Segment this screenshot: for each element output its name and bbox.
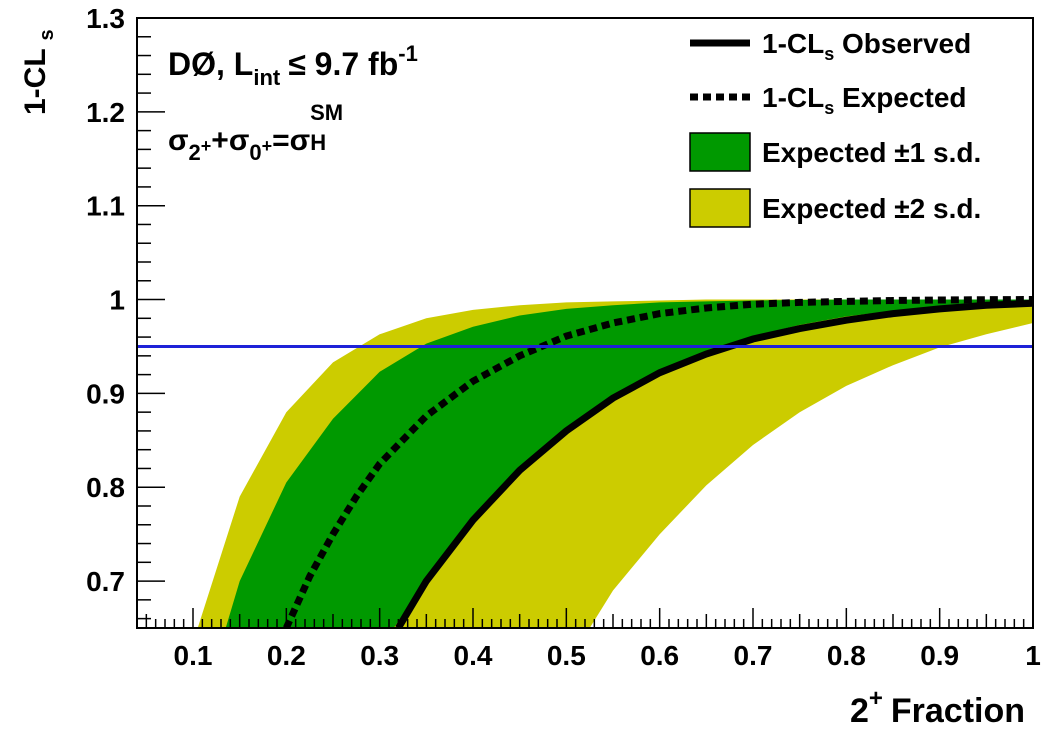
x-tick-label: 0.2 — [267, 640, 306, 671]
formula-part: H — [310, 130, 326, 155]
legend-label-part: s — [824, 44, 834, 64]
legend-label-part: s — [824, 98, 834, 118]
formula-part: 2 — [189, 140, 201, 165]
x-tick-label: 0.7 — [734, 640, 773, 671]
x-tick-label: 0.6 — [640, 640, 679, 671]
legend-label: Expected ±1 s.d. — [762, 137, 981, 168]
y-tick-label: 1 — [109, 285, 125, 316]
y-tick-label: 1.2 — [86, 97, 125, 128]
x-tick-label: 0.4 — [454, 640, 493, 671]
y-tick-label: 0.9 — [86, 378, 125, 409]
x-tick-label: 0.5 — [547, 640, 586, 671]
y-axis-label-subscript: s — [36, 29, 58, 40]
formula-part: σ — [168, 124, 189, 157]
x-tick-label: 0.1 — [174, 640, 213, 671]
y-axis-label-text: 1-CL — [19, 49, 52, 115]
y-axis-label: 1-CL s — [19, 29, 58, 115]
x-tick-label: 1 — [1025, 640, 1041, 671]
formula-part: + — [201, 136, 212, 156]
legend-label-part: Observed — [834, 28, 971, 59]
formula-part: σ — [229, 124, 250, 157]
expected-curve — [283, 296, 1033, 628]
y-tick-label: 0.8 — [86, 472, 125, 503]
formula-part: SM — [310, 100, 343, 125]
x-axis-label: 2+ Fraction — [850, 685, 1025, 730]
legend-label-part: 1-CL — [762, 28, 824, 59]
axis-ticks: 0.1 0.2 0.3 0.4 0.5 0.6 0.7 0.8 0.9 1 0.7 0.8 0.9 1 1.… — [86, 3, 1041, 671]
x-tick-label: 0.3 — [360, 640, 399, 671]
formula-part: + — [262, 136, 273, 156]
legend-swatch-band — [689, 132, 751, 172]
legend-label-part: 1-CL — [762, 82, 824, 113]
y-tick-label: 1.1 — [86, 191, 125, 222]
legend-label: 1-CLs Observed — [762, 28, 971, 64]
cross-section-formula: σ2++σ0+=σHSM — [168, 100, 343, 165]
band-1sd — [225, 299, 1033, 628]
observed-curve — [395, 299, 1033, 628]
legend-label: 1-CLs Expected — [762, 82, 967, 118]
formula-part: + — [211, 124, 229, 157]
legend-label-part: Expected — [834, 82, 966, 113]
curves — [283, 296, 1033, 628]
formula-part: = — [272, 124, 290, 157]
formula-part: σ — [290, 124, 311, 157]
y-tick-label: 0.7 — [86, 566, 125, 597]
experiment-label: DØ, Lint ≤ 9.7 fb-1 — [168, 41, 418, 90]
legend-label: Expected ±2 s.d. — [762, 193, 981, 224]
legend-swatch-band — [689, 188, 751, 228]
x-tick-label: 0.8 — [827, 640, 866, 671]
x-tick-label: 0.9 — [920, 640, 959, 671]
formula-part: 0 — [249, 140, 261, 165]
y-tick-label: 1.3 — [86, 3, 125, 34]
uncertainty-bands — [197, 299, 1033, 628]
